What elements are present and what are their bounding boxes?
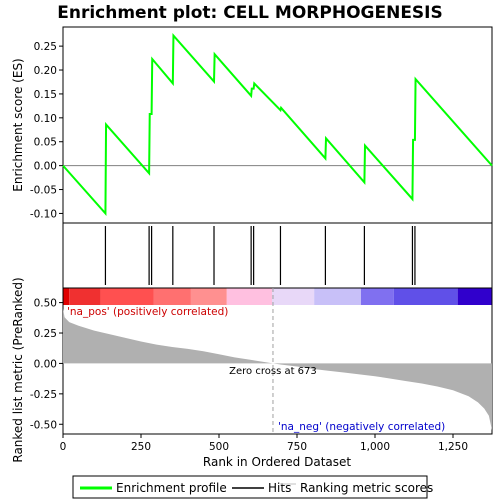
rank-colorbar <box>63 288 492 305</box>
colorbar-segment <box>226 288 273 305</box>
legend: Enrichment profile Hits Ranking metric s… <box>72 475 433 499</box>
colorbar-segment <box>153 288 191 305</box>
x-tick-label: 750 <box>287 441 307 453</box>
negative-correlation-label: 'na_neg' (negatively correlated) <box>278 421 445 433</box>
positive-correlation-label: 'na_pos' (positively correlated) <box>67 306 228 318</box>
x-tick-label: 1,250 <box>438 441 468 453</box>
es-y-tick-label: 0.25 <box>34 41 57 53</box>
zero-cross-label: Zero cross at 673 <box>229 366 317 377</box>
es-y-tick-label: -0.05 <box>30 185 57 197</box>
colorbar-segment <box>100 288 154 305</box>
legend-box <box>72 475 428 499</box>
metric-y-axis-label: Ranked list metric (PreRanked) <box>11 277 25 462</box>
hits-panel-frame <box>62 222 493 289</box>
es-y-tick-label: 0.00 <box>34 161 57 173</box>
x-tick-label: 500 <box>209 441 229 453</box>
enrichment-profile-line <box>62 33 493 217</box>
metric-y-axis: -0.50 -0.25 0.00 0.25 0.50 <box>30 298 63 431</box>
es-y-tick-label: 0.05 <box>34 137 57 149</box>
legend-metric-label: Ranking metric scores <box>300 481 433 495</box>
x-tick-label: 0 <box>60 441 67 453</box>
metric-y-tick-label: 0.00 <box>34 358 57 370</box>
hits-marks <box>104 226 416 285</box>
x-tick-label: 1,000 <box>360 441 390 453</box>
colorbar-segment <box>314 288 361 305</box>
colorbar-segment <box>272 288 315 305</box>
es-y-tick-label: 0.10 <box>34 113 57 125</box>
metric-y-tick-label: -0.50 <box>30 419 57 431</box>
legend-hits-label: Hits <box>268 481 291 495</box>
colorbar-segment <box>69 288 101 305</box>
colorbar-segment <box>190 288 227 305</box>
es-panel-frame <box>62 26 493 224</box>
es-y-tick-label: 0.15 <box>34 89 57 101</box>
x-tick-label: 250 <box>131 441 151 453</box>
colorbar-segment <box>360 288 394 305</box>
colorbar-segment <box>393 288 458 305</box>
metric-y-tick-label: 0.25 <box>34 328 57 340</box>
x-axis: 0 250 500 750 1,000 1,250 <box>60 434 468 453</box>
colorbar-segment <box>457 288 492 305</box>
metric-y-tick-label: -0.25 <box>30 389 57 401</box>
ranking-metric-area <box>63 308 492 431</box>
metric-y-tick-label: 0.50 <box>34 298 57 310</box>
es-y-axis-label: Enrichment score (ES) <box>11 58 25 191</box>
es-y-tick-label: -0.10 <box>30 208 57 220</box>
es-y-axis: -0.10 -0.05 0.00 0.05 0.10 0.15 0.20 0.25 <box>30 41 63 220</box>
chart-title: Enrichment plot: CELL MORPHOGENESIS <box>57 3 443 23</box>
x-axis-label: Rank in Ordered Dataset <box>203 455 351 469</box>
legend-enrichment-label: Enrichment profile <box>116 481 227 495</box>
colorbar-segment <box>63 288 70 305</box>
es-y-tick-label: 0.20 <box>34 65 57 77</box>
